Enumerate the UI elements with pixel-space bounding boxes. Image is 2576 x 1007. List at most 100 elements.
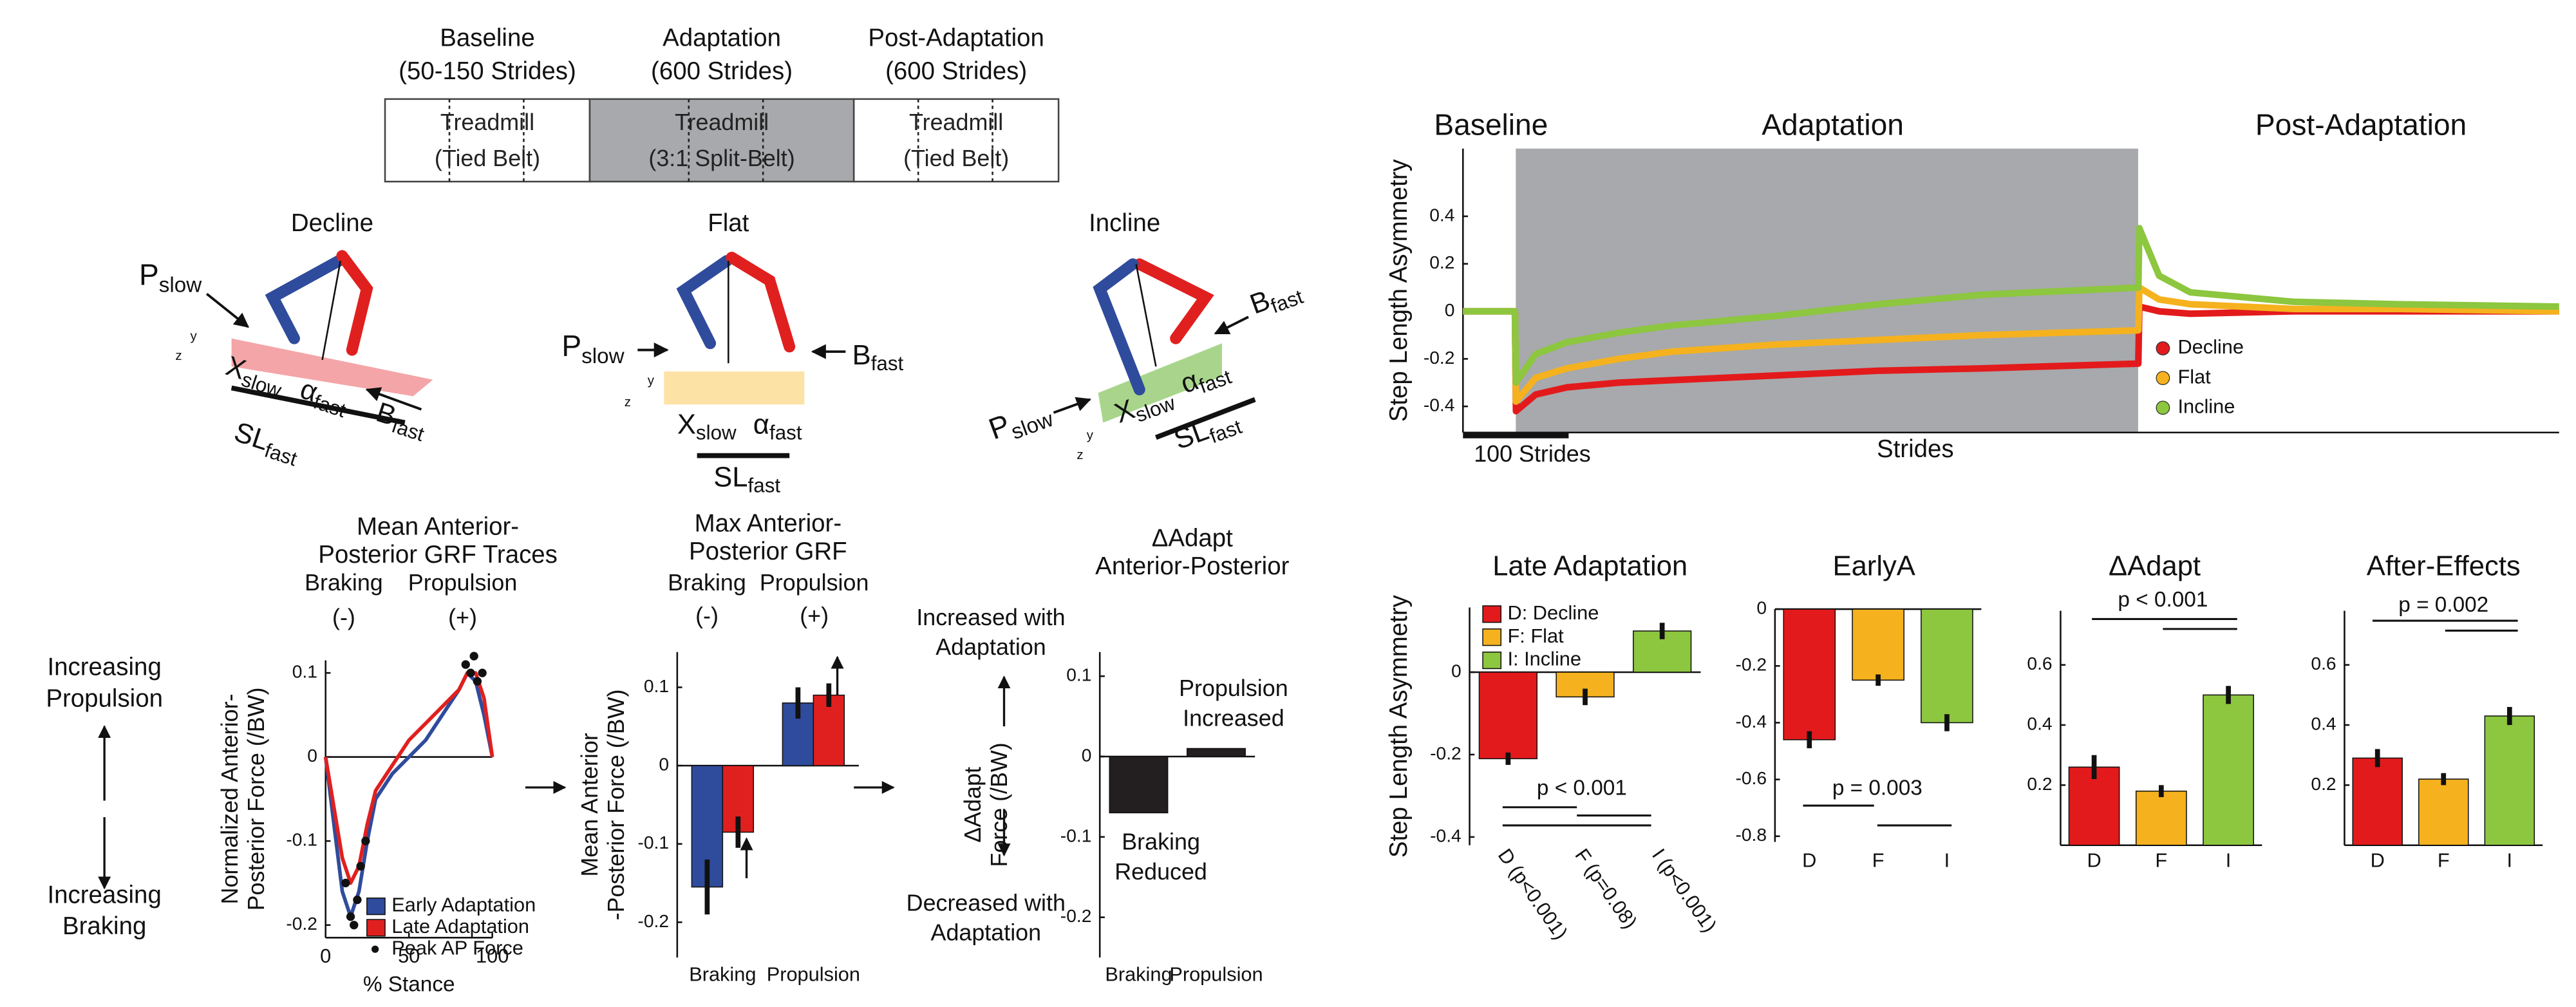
x-tick-label: D (p<0.001) [1494, 845, 1572, 944]
x-tick-label: 100 [476, 945, 509, 967]
legend-marker [1482, 605, 1502, 623]
symbol: Bfast [1246, 274, 1306, 325]
x-tick-label: D [1802, 849, 1816, 871]
annotation: Reduced [1114, 859, 1207, 885]
fast-leg [1133, 258, 1214, 344]
symbol: Pslow [139, 258, 202, 297]
direction-label: Increasing [47, 654, 161, 681]
force-line [321, 260, 342, 361]
symbol: Pslow [561, 329, 625, 368]
legend-marker [366, 919, 386, 937]
phase-duration: (600 Strides) [885, 57, 1027, 85]
y-axis-label: Normalized Anterior- [217, 693, 243, 904]
x-tick-label: F (p=0.08) [1570, 845, 1642, 933]
legend-marker [2156, 400, 2170, 415]
bar [1187, 748, 1246, 757]
bar [2135, 790, 2187, 846]
y-axis-label: Step Length Asymmetry [1385, 158, 1413, 422]
y-tick-label: 0 [1756, 598, 1767, 618]
symbol-main: X [677, 409, 696, 440]
symbol-main: B [852, 339, 871, 370]
y-tick-label: -0.1 [1060, 825, 1092, 845]
bar [1109, 756, 1169, 814]
y-tick-label: 0.6 [2027, 653, 2052, 673]
y-tick-label: 0.4 [2027, 713, 2052, 733]
annotation: Increased [1183, 705, 1284, 731]
y-tick-label: 0.4 [2311, 713, 2336, 733]
arrow [365, 387, 422, 411]
slow-leg [265, 255, 345, 344]
symbol: SLfast [229, 417, 304, 471]
bar [2418, 778, 2469, 846]
series-line [323, 671, 494, 885]
series-line [1463, 284, 2559, 405]
y-tick-label: 0.2 [2027, 773, 2052, 794]
symbol-sub: fast [871, 352, 904, 375]
belt-label: (Tied Belt) [903, 146, 1009, 171]
y-axis-label: Posterior Force (/BW) [243, 688, 269, 911]
chart-title: ΔAdapt [1152, 525, 1233, 552]
x-tick-label: F [1872, 849, 1885, 871]
fast-leg [726, 252, 796, 353]
peak-point [469, 652, 478, 661]
scale-bar-label: 100 Strides [1474, 441, 1590, 467]
y-tick-label: 0.1 [644, 675, 669, 696]
y-tick-label: 0.2 [2311, 773, 2336, 794]
bar [1852, 608, 1904, 681]
y-tick-label: 0 [307, 745, 317, 766]
sl-line [230, 385, 406, 426]
legend-label: Early Adaptation [391, 894, 536, 916]
annotation: Increased with [916, 605, 1065, 630]
column-label: Propulsion [760, 570, 869, 596]
legend-label: Incline [2177, 395, 2235, 417]
peak-point [478, 668, 487, 677]
column-sign: (-) [332, 605, 355, 630]
annotation: p = 0.003 [1832, 776, 1923, 800]
axis-letter: z [625, 395, 631, 409]
chart-title: Mean Anterior- [357, 513, 519, 541]
y-axis-label: Force (/BW) [986, 742, 1012, 867]
symbol-main: SL [713, 462, 747, 493]
chart-title: After-Effects [2367, 551, 2521, 582]
peak-point [356, 861, 365, 871]
belt-label: (Tied Belt) [435, 146, 540, 171]
y-axis-label: -Posterior Force (/BW) [603, 690, 629, 921]
peak-point [341, 878, 350, 888]
chart-title: Posterior GRF Traces [318, 541, 558, 569]
phase-name: Adaptation [663, 24, 781, 52]
x-tick-label: Braking [689, 963, 756, 985]
y-tick-label: -0.2 [1735, 654, 1767, 675]
y-tick-label: -0.2 [1060, 905, 1092, 926]
column-label: Braking [668, 570, 746, 596]
y-tick-label: -0.4 [1424, 395, 1455, 415]
chart-title: EarlyA [1833, 551, 1915, 582]
axis-letter: y [190, 328, 197, 343]
symbol-main: P [561, 329, 581, 362]
arrow [205, 292, 250, 328]
symbol: SLfast [713, 462, 780, 497]
symbol-sub: fast [262, 439, 300, 471]
y-tick-label: -0.2 [637, 910, 669, 931]
fast-leg [336, 250, 373, 356]
legend-label: Late Adaptation [391, 915, 529, 937]
peak-point [461, 660, 470, 669]
treadmill-label: Treadmill [675, 109, 769, 135]
y-tick-label: 0 [1445, 299, 1455, 320]
symbol: Xslow [677, 409, 737, 444]
treadmill-label: Treadmill [440, 109, 534, 135]
y-tick-label: -0.6 [1735, 767, 1767, 788]
bar [2203, 694, 2254, 846]
x-tick-label: 0 [320, 945, 331, 967]
legend-marker [2156, 371, 2170, 386]
symbol: Pslow [984, 393, 1057, 451]
y-tick-label: 0.1 [1066, 664, 1091, 685]
y-tick-label: -0.2 [1430, 742, 1462, 763]
annotation: Decreased with [907, 890, 1066, 916]
phase-name: Baseline [440, 24, 534, 52]
symbol-sub: slow [159, 273, 202, 297]
y-tick-label: 0.4 [1429, 204, 1454, 225]
treadmill-label: Treadmill [909, 109, 1003, 135]
peak-point [361, 836, 370, 845]
flow-arrows [98, 655, 1011, 890]
legend-marker [1482, 651, 1502, 670]
